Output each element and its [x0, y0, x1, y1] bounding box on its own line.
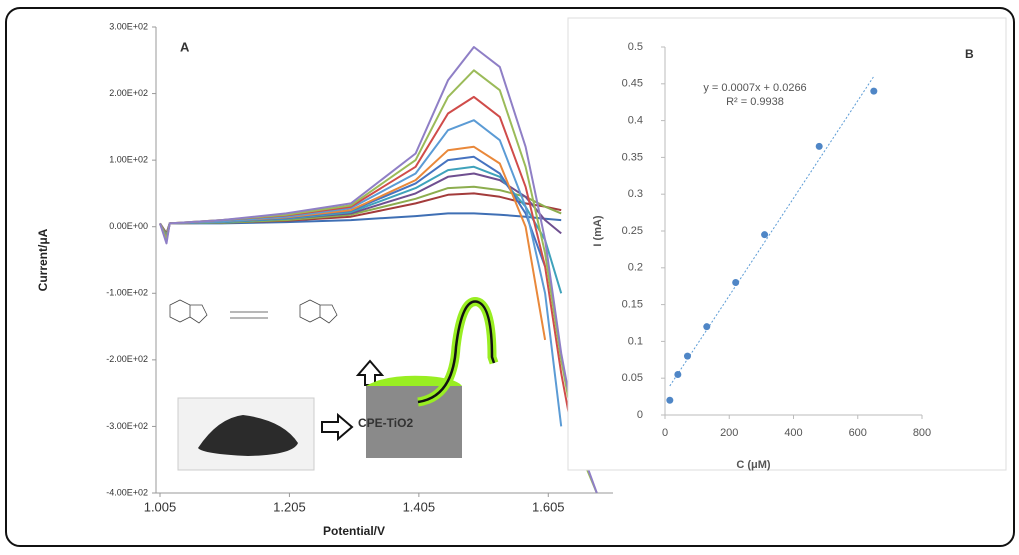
y-tick-label: 0: [637, 409, 643, 421]
x-tick-label: 1.205: [273, 499, 306, 514]
y-tick-label: 2.00E+02: [109, 88, 148, 98]
point: [674, 371, 682, 379]
x-tick-label: 400: [784, 427, 802, 439]
y-tick-label: -1.00E+02: [106, 288, 148, 298]
y-tick-label: 0.05: [622, 372, 643, 384]
r-squared: R² = 0.9938: [726, 96, 784, 108]
y-tick-label: 0.25: [622, 225, 643, 237]
panel-label: A: [180, 39, 190, 54]
y-tick-label: 0.35: [622, 151, 643, 163]
point: [732, 279, 740, 287]
x-tick-label: 200: [720, 427, 738, 439]
panel-a: -4.00E+02 -3.00E+02 -2.00E+02 -1.00E+02 0.00…: [36, 21, 613, 538]
electrode: [366, 386, 462, 458]
x-tick-label: 800: [913, 427, 931, 439]
peak-icon: [417, 300, 496, 404]
chemical-scheme: [169, 299, 338, 324]
y-tick-label: -2.00E+02: [106, 354, 148, 364]
point: [761, 231, 769, 239]
point: [666, 396, 674, 404]
y-tick-label: 0.5: [628, 41, 643, 53]
y-tick-label: 0.2: [628, 262, 643, 274]
y-tick-label: 0.4: [628, 115, 643, 127]
arrow-right: [321, 412, 354, 442]
equation: y = 0.0007x + 0.0266: [703, 82, 806, 94]
y-tick-label: 0.3: [628, 188, 643, 200]
point: [703, 323, 711, 331]
y-tick-label: 3.00E+02: [109, 21, 148, 31]
trend-line: [669, 76, 875, 387]
y-axis-label: Current/μA: [36, 228, 50, 291]
arrow-up: [355, 359, 385, 386]
panel-label: B: [965, 47, 974, 61]
x-tick-label: 1.405: [403, 499, 436, 514]
point: [870, 87, 878, 95]
y-tick-label: 0.45: [622, 78, 643, 90]
x-tick-label: 1.005: [144, 499, 177, 514]
electrode-label: CPE-TiO2: [358, 416, 413, 430]
y-tick-label: 1.00E+02: [109, 155, 148, 165]
y-tick-label: -4.00E+02: [106, 487, 148, 497]
electrode-surface: [366, 375, 462, 386]
x-tick-label: 1.605: [532, 499, 565, 514]
x-tick-label: 0: [662, 427, 668, 439]
curve: [159, 46, 598, 494]
y-tick-label: 0.00E+00: [109, 221, 148, 231]
y-axis-label: I (mA): [592, 215, 604, 247]
powder: [198, 415, 298, 456]
y-tick-label: 0.1: [628, 335, 643, 347]
x-tick-label: 600: [849, 427, 867, 439]
x-axis-label: C (μM): [736, 459, 771, 471]
y-tick-label: -3.00E+02: [106, 421, 148, 431]
panel-b: 0 0.05 0.1 0.15 0.2 0.25 0.3 0.35 0.4 0.45 0.5 0 200…: [592, 41, 974, 471]
panel-b-background: [567, 17, 1007, 471]
insets: CPE-TiO2: [169, 297, 499, 471]
x-axis-label: Potential/V: [323, 524, 385, 538]
point: [815, 142, 823, 150]
point: [683, 352, 691, 360]
y-tick-label: 0.15: [622, 299, 643, 311]
